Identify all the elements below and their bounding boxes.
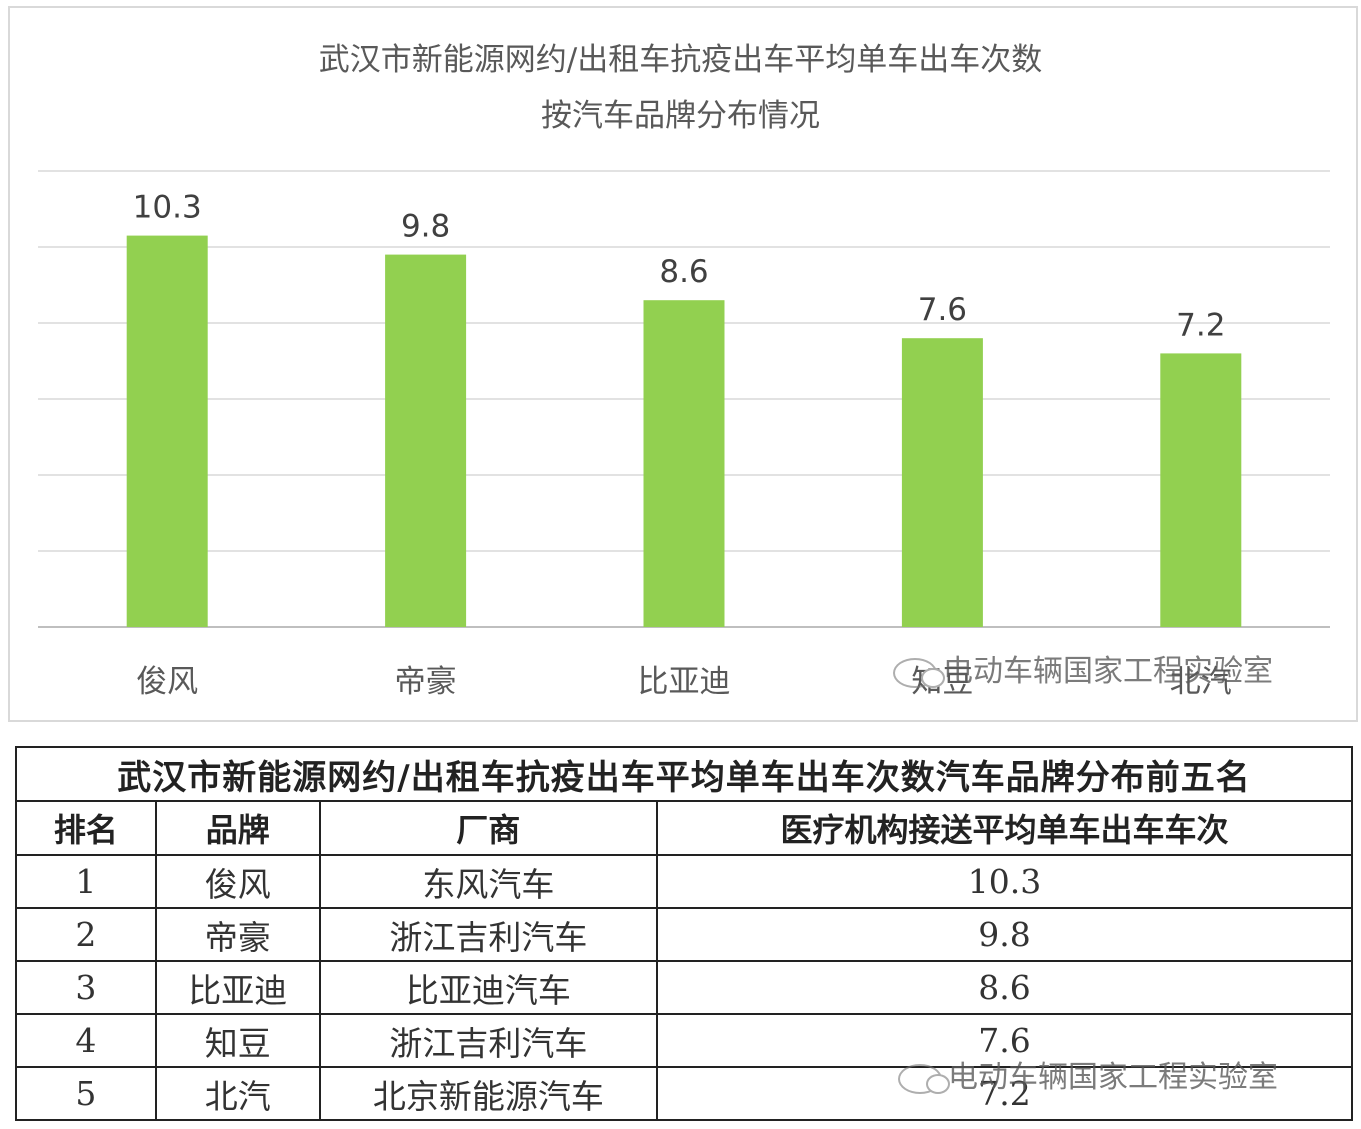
cell-rank: 5 bbox=[15, 1066, 157, 1121]
cell-maker: 浙江吉利汽车 bbox=[318, 907, 659, 962]
table-row: 1 俊风 东风汽车 10.3 bbox=[15, 854, 1353, 909]
data-label: 7.6 bbox=[918, 292, 967, 328]
cell-maker: 浙江吉利汽车 bbox=[318, 1013, 659, 1068]
table-row: 4 知豆 浙江吉利汽车 7.6 bbox=[15, 1013, 1353, 1068]
chart-watermark: 电动车辆国家工程实验室 bbox=[893, 646, 1273, 690]
cell-brand: 俊风 bbox=[154, 854, 321, 909]
cell-maker: 比亚迪汽车 bbox=[318, 960, 659, 1015]
header-brand: 品牌 bbox=[154, 800, 321, 856]
cell-rank: 3 bbox=[15, 960, 157, 1015]
cell-trips: 10.3 bbox=[656, 854, 1353, 909]
table-title-row: 武汉市新能源网约/出租车抗疫出车平均单车出车次数汽车品牌分布前五名 bbox=[15, 746, 1353, 802]
category-label: 比亚迪 bbox=[638, 664, 731, 700]
header-rank: 排名 bbox=[15, 800, 157, 856]
table-header-row: 排名 品牌 厂商 医疗机构接送平均单车出车车次 bbox=[15, 800, 1353, 856]
cell-brand: 比亚迪 bbox=[154, 960, 321, 1015]
ranking-table: 武汉市新能源网约/出租车抗疫出车平均单车出车次数汽车品牌分布前五名 排名 品牌 … bbox=[15, 746, 1353, 1121]
cell-trips: 8.6 bbox=[656, 960, 1353, 1015]
cell-rank: 2 bbox=[15, 907, 157, 962]
category-label: 北汽 bbox=[1170, 664, 1232, 700]
cell-trips: 9.8 bbox=[656, 907, 1353, 962]
bar bbox=[1160, 353, 1242, 627]
table-row: 2 帝豪 浙江吉利汽车 9.8 bbox=[15, 907, 1353, 962]
table-title: 武汉市新能源网约/出租车抗疫出车平均单车出车次数汽车品牌分布前五名 bbox=[15, 746, 1353, 802]
cell-rank: 1 bbox=[15, 854, 157, 909]
table-row: 5 北汽 北京新能源汽车 7.2 bbox=[15, 1066, 1353, 1121]
category-label: 俊风 bbox=[136, 664, 198, 700]
bar bbox=[643, 300, 725, 627]
bar bbox=[901, 338, 983, 627]
bar bbox=[385, 254, 467, 627]
watermark-text: 电动车辆国家工程实验室 bbox=[943, 654, 1273, 689]
bar bbox=[126, 235, 208, 627]
data-label: 7.2 bbox=[1176, 307, 1225, 343]
data-label: 8.6 bbox=[659, 254, 708, 290]
wechat-icon bbox=[893, 657, 945, 688]
chart-title: 武汉市新能源网约/出租车抗疫出车平均单车出车次数 bbox=[318, 42, 1043, 78]
cell-trips: 7.6 bbox=[656, 1013, 1353, 1068]
data-label: 10.3 bbox=[133, 190, 202, 226]
data-label: 9.8 bbox=[401, 209, 450, 245]
cell-rank: 4 bbox=[15, 1013, 157, 1068]
chart-subtitle: 按汽车品牌分布情况 bbox=[541, 98, 820, 134]
cell-brand: 北汽 bbox=[154, 1066, 321, 1121]
wechat-icon bbox=[898, 1063, 950, 1094]
table-watermark: 电动车辆国家工程实验室 bbox=[898, 1052, 1278, 1096]
cell-maker: 北京新能源汽车 bbox=[318, 1066, 659, 1121]
cell-brand: 知豆 bbox=[154, 1013, 321, 1068]
header-maker: 厂商 bbox=[318, 800, 659, 856]
cell-brand: 帝豪 bbox=[154, 907, 321, 962]
table-row: 3 比亚迪 比亚迪汽车 8.6 bbox=[15, 960, 1353, 1015]
cell-maker: 东风汽车 bbox=[318, 854, 659, 909]
watermark-text: 电动车辆国家工程实验室 bbox=[948, 1060, 1278, 1095]
category-label: 帝豪 bbox=[395, 664, 457, 700]
cell-trips: 7.2 bbox=[656, 1066, 1353, 1121]
header-trips: 医疗机构接送平均单车出车车次 bbox=[656, 800, 1353, 856]
